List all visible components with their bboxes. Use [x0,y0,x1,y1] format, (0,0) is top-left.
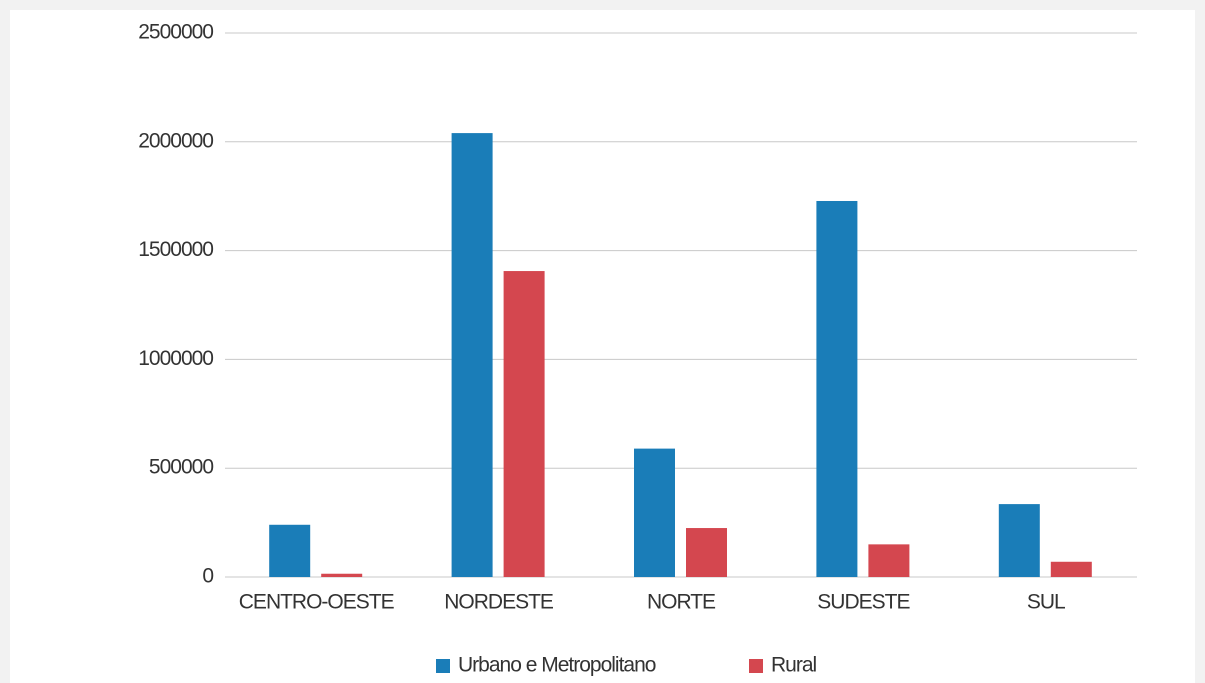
bar [321,573,363,577]
bar [634,448,675,577]
y-tick-label: 2500000 [138,21,213,44]
bar [269,524,311,577]
y-tick-label: 1000000 [138,347,213,370]
bar [816,200,858,578]
y-tick-label: 1500000 [138,238,213,261]
bar [686,528,727,577]
bar [868,544,910,577]
x-tick-label: SUL [1027,591,1065,614]
legend-swatch [749,659,763,673]
bar [1050,561,1092,577]
x-tick-label: NORTE [647,591,716,614]
legend-swatch [436,659,450,673]
bar [998,504,1040,577]
x-tick-label: NORDESTE [444,591,554,614]
plot-background [10,10,1195,683]
bar [503,271,545,577]
bar [451,133,493,577]
x-tick-label: CENTRO-OESTE [239,591,395,614]
legend-label: Rural [771,654,817,677]
y-tick-label: 500000 [149,456,213,479]
legend-label: Urbano e Metropolitano [458,654,656,677]
x-tick-label: SUDESTE [817,591,910,614]
y-tick-label: 0 [202,565,213,588]
y-tick-label: 2000000 [138,129,213,152]
